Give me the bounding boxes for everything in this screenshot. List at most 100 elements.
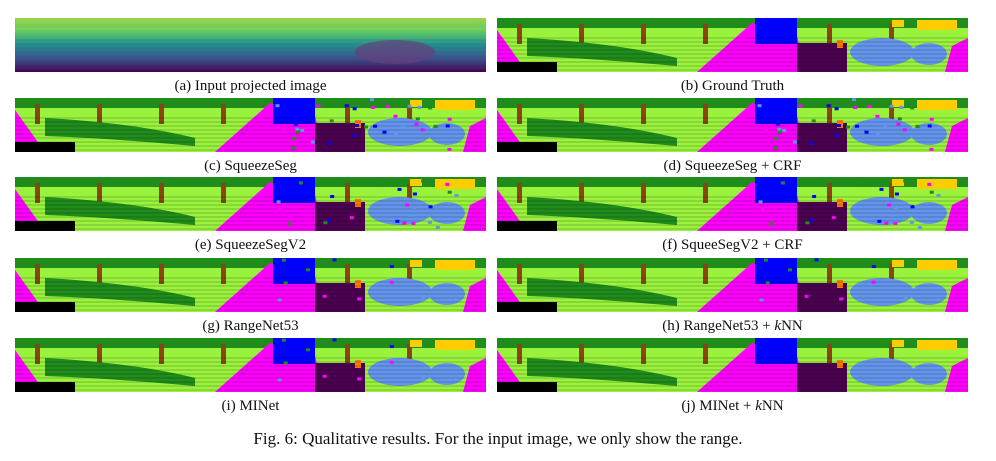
panel-d-caption: (d) SqueezeSeg + CRF <box>663 158 802 174</box>
figure-caption: Fig. 6: Qualitative results. For the inp… <box>253 429 743 448</box>
seg-car <box>850 358 914 386</box>
seg-trunk <box>407 104 412 124</box>
seg-noise-blob <box>839 297 844 301</box>
seg-unlabeled-left <box>15 302 75 312</box>
seg-noise-blob <box>936 298 941 302</box>
seg-noise-blob <box>349 216 354 220</box>
seg-noise-blob <box>454 378 459 382</box>
seg-noise-blob <box>896 122 901 126</box>
seg-building <box>917 100 957 110</box>
seg-trunk <box>345 183 350 203</box>
seg-terrain-patch <box>527 278 677 306</box>
seg-noise-blob <box>777 127 782 131</box>
seg-noise-blob <box>292 137 297 141</box>
seg-noise-blob <box>393 114 398 118</box>
seg-noise-blob <box>812 195 817 199</box>
seg-fence <box>355 199 361 207</box>
seg-noise-blob <box>876 133 881 137</box>
seg-noise-blob <box>411 222 416 226</box>
seg-tree-band <box>497 338 968 348</box>
seg-noise-blob <box>775 122 780 126</box>
panel-i-minet <box>15 338 486 392</box>
panel-a-caption: (a) Input projected image <box>174 78 327 94</box>
seg-noise-blob <box>894 192 899 196</box>
seg-noise-blob <box>763 128 768 132</box>
seg-noise-blob <box>893 222 898 226</box>
seg-terrain-patch <box>45 358 195 386</box>
seg-noise-blob <box>773 146 778 150</box>
seg-noise-blob <box>893 205 898 209</box>
seg-noise-blob <box>889 104 894 108</box>
seg-car <box>368 278 432 306</box>
seg-noise-blob <box>281 128 286 132</box>
seg-noise-blob <box>447 147 452 151</box>
seg-noise-blob <box>278 207 283 211</box>
seg-truck <box>755 98 797 124</box>
seg-trunk <box>827 183 832 203</box>
seg-trunk <box>703 344 708 364</box>
seg-noise-blob <box>370 105 375 109</box>
seg-road-right <box>945 38 968 72</box>
seg-noise-blob <box>287 222 292 226</box>
seg-noise-blob <box>814 101 819 105</box>
seg-noise-blob <box>798 104 803 108</box>
seg-noise-blob <box>421 296 426 300</box>
seg-unlabeled-left <box>497 221 557 231</box>
seg-unlabeled-left <box>15 382 75 392</box>
seg-truck <box>755 18 797 44</box>
seg-noise-blob <box>277 298 282 302</box>
seg-noise-blob <box>772 262 777 266</box>
seg-building <box>917 260 957 270</box>
seg-noise-blob <box>758 200 763 204</box>
seg-noise-blob <box>295 130 300 134</box>
seg-noise-blob <box>897 117 902 121</box>
seg-fence <box>837 40 843 48</box>
seg-trunk <box>159 264 164 284</box>
seg-noise-blob <box>354 124 359 128</box>
seg-noise-blob <box>389 345 394 349</box>
seg-trunk <box>641 183 646 203</box>
seg-noise-blob <box>445 124 450 128</box>
panel-f-caption: (f) SqueeSegV2 + CRF <box>662 237 803 253</box>
seg-road-right <box>463 118 486 152</box>
seg-noise-blob <box>831 216 836 220</box>
seg-noise-blob <box>883 125 888 129</box>
panel-d-squeezeseg-crf <box>497 98 968 152</box>
seg-trunk <box>579 344 584 364</box>
seg-noise-blob <box>405 203 410 207</box>
seg-noise-blob <box>394 133 399 137</box>
seg-noise-blob <box>344 104 349 108</box>
seg-trunk <box>407 344 412 364</box>
seg-noise-blob <box>929 147 934 151</box>
seg-noise-blob <box>864 130 869 134</box>
seg-noise-blob <box>275 104 280 108</box>
seg-noise-blob <box>421 376 426 380</box>
seg-road-right <box>463 278 486 312</box>
seg-noise-blob <box>780 181 785 185</box>
seg-terrain-patch <box>527 38 677 66</box>
seg-noise-blob <box>910 205 915 209</box>
seg-noise-blob <box>327 141 332 145</box>
seg-building <box>410 179 422 186</box>
seg-noise-blob <box>871 280 876 284</box>
seg-noise-blob <box>788 268 793 272</box>
seg-terrain-patch <box>527 358 677 386</box>
seg-noise-blob <box>276 200 281 204</box>
seg-building <box>892 260 904 267</box>
seg-noise-blob <box>421 179 426 183</box>
seg-trunk <box>407 183 412 203</box>
seg-noise-blob <box>445 182 450 186</box>
seg-tree-band <box>497 258 968 268</box>
seg-road-left <box>497 110 527 152</box>
seg-trunk <box>221 183 226 203</box>
seg-road-left <box>15 189 45 231</box>
seg-noise-blob <box>427 220 432 224</box>
seg-noise-blob <box>852 105 857 109</box>
seg-noise-blob <box>332 338 337 342</box>
seg-noise-blob <box>389 280 394 284</box>
seg-noise-blob <box>867 104 872 108</box>
seg-building <box>892 340 904 347</box>
seg-trunk <box>517 344 522 364</box>
seg-noise-blob <box>860 183 865 187</box>
seg-tree-band <box>15 258 486 268</box>
